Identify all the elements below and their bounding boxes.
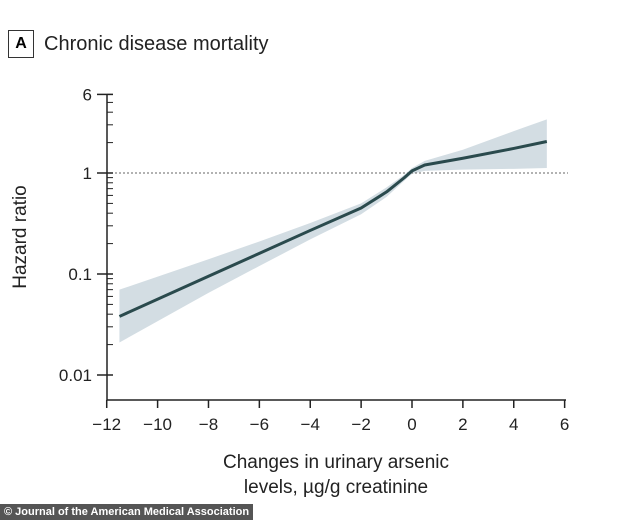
panel-label: A xyxy=(8,30,34,58)
x-axis-label: Changes in urinary arsenic xyxy=(223,452,449,473)
x-tick-label: −10 xyxy=(143,415,172,434)
x-tick-label: −6 xyxy=(250,415,269,434)
credit: © Journal of the American Medical Associ… xyxy=(0,504,254,520)
x-tick-label: −12 xyxy=(92,415,121,434)
y-axis-label: Hazard ratio xyxy=(10,185,31,289)
chart-title: A Chronic disease mortality xyxy=(8,30,269,58)
x-tick-label: 2 xyxy=(458,415,467,434)
hazard-line xyxy=(118,140,548,318)
y-tick-label: 0.01 xyxy=(59,366,92,385)
x-tick-label: −2 xyxy=(351,415,370,434)
y-tick-label: 6 xyxy=(83,85,92,104)
x-tick-label: −4 xyxy=(301,415,320,434)
y-tick-label: 0.1 xyxy=(68,265,92,284)
y-tick-label: 1 xyxy=(83,164,92,183)
x-tick-label: −8 xyxy=(199,415,218,434)
confidence-band xyxy=(119,119,547,343)
title-text: Chronic disease mortality xyxy=(44,32,269,55)
x-axis-label: levels, µg/g creatinine xyxy=(244,477,428,498)
x-tick-label: 0 xyxy=(407,415,416,434)
x-tick-label: 6 xyxy=(560,415,569,434)
x-tick-label: 4 xyxy=(509,415,518,434)
